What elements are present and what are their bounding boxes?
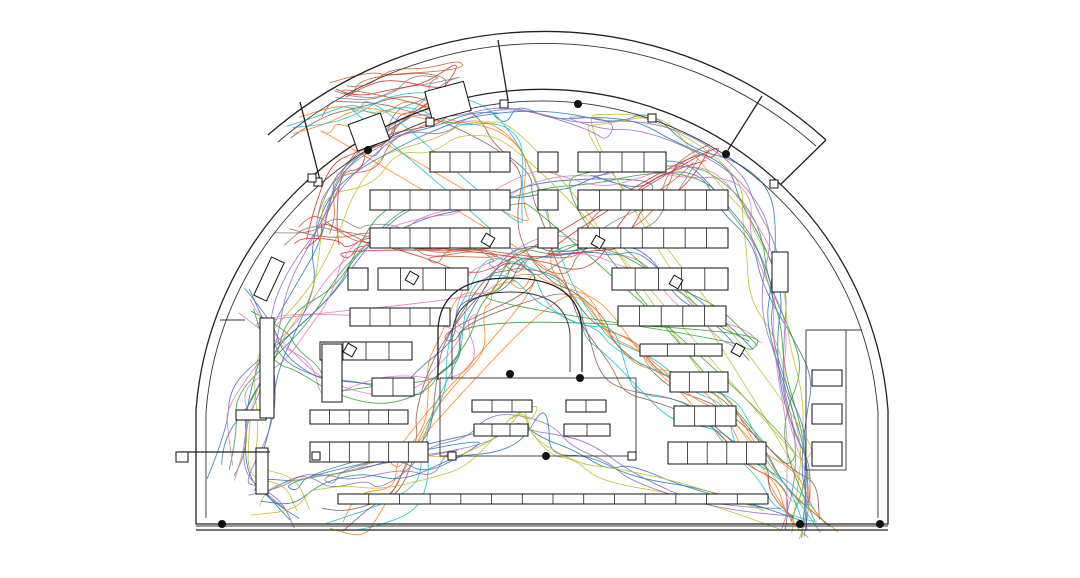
- sensor-marker: [404, 270, 420, 286]
- movement-trajectory: [326, 258, 805, 527]
- movement-trajectory: [306, 64, 457, 240]
- wall-mount: [311, 451, 321, 461]
- shelf-unit: [667, 441, 767, 465]
- movement-trajectory: [247, 117, 813, 540]
- wall-mount: [425, 117, 435, 127]
- shelf-unit: [349, 307, 451, 327]
- structural-column: [722, 150, 730, 158]
- fixtures-layer: [175, 80, 847, 505]
- wall-mount: [627, 451, 637, 461]
- shelf-unit: [537, 189, 559, 211]
- shelf-unit: [611, 267, 729, 291]
- shelf-unit: [577, 227, 729, 249]
- inner-wall: [205, 100, 879, 518]
- sensor-marker: [342, 342, 358, 358]
- structural-column: [506, 370, 514, 378]
- movement-trajectory: [250, 406, 765, 516]
- entrance-barrier: [255, 447, 269, 495]
- movement-trajectory: [336, 80, 461, 246]
- shelf-unit: [537, 227, 559, 249]
- movement-trajectory: [329, 273, 795, 536]
- movement-trajectory: [294, 160, 707, 270]
- shelf-unit: [369, 227, 511, 249]
- display-table: [347, 112, 391, 152]
- movement-trajectory: [243, 109, 808, 529]
- movement-trajectory: [317, 75, 439, 218]
- upper-arc-wall-outer: [267, 30, 827, 141]
- sensor-marker: [590, 234, 606, 250]
- room-divider-right-2: [779, 139, 827, 186]
- shelf-unit: [347, 267, 369, 291]
- movement-trajectory: [342, 274, 809, 538]
- wall-mount: [499, 99, 509, 109]
- center-island-outline: [439, 377, 637, 457]
- wall-mount: [769, 179, 779, 189]
- shelf-unit: [309, 409, 409, 425]
- structural-column: [574, 100, 582, 108]
- wall-mount: [447, 451, 457, 461]
- movement-trajectory: [234, 166, 788, 517]
- shelf-unit: [473, 423, 529, 437]
- shelf-unit: [369, 189, 511, 211]
- movement-trajectory: [254, 113, 807, 534]
- movement-trajectory: [324, 61, 463, 219]
- structural-column: [576, 374, 584, 382]
- entrance-gate: [175, 451, 189, 463]
- display-table: [424, 80, 472, 122]
- wall-shelf-left: [259, 317, 275, 419]
- wall-mount: [307, 173, 317, 183]
- display-stand: [321, 343, 343, 403]
- movement-trajectory: [221, 160, 808, 530]
- room-divider-left: [299, 101, 321, 181]
- sensor-marker: [668, 274, 684, 290]
- structural-column: [364, 146, 372, 154]
- shelf-unit: [673, 405, 737, 427]
- movement-trajectory: [288, 162, 694, 264]
- shelf-unit: [471, 399, 533, 413]
- wall-shelf-right: [771, 251, 789, 293]
- side-room-right: [805, 329, 847, 471]
- sensor-marker: [730, 342, 746, 358]
- movement-trajectory: [283, 152, 701, 276]
- movement-trajectory: [260, 412, 803, 522]
- outer-wall: [195, 88, 889, 525]
- structural-column: [796, 520, 804, 528]
- building-outline: [195, 30, 889, 531]
- structural-column: [218, 520, 226, 528]
- upper-arc-wall-inner: [277, 42, 817, 147]
- trajectory-layer: [206, 61, 839, 540]
- shelf-unit: [617, 305, 727, 327]
- room-divider-right: [727, 95, 763, 151]
- shelf-unit: [537, 151, 559, 173]
- movement-trajectory: [316, 76, 460, 240]
- wall-mount: [647, 113, 657, 123]
- central-horseshoe-display: [437, 277, 583, 380]
- structural-column: [542, 452, 550, 460]
- shelf-unit: [577, 189, 729, 211]
- movement-trajectory: [259, 410, 781, 530]
- central-horseshoe-inner: [451, 291, 571, 380]
- shelf-unit: [811, 403, 843, 425]
- shelf-unit: [639, 343, 723, 357]
- movement-trajectory: [226, 163, 810, 516]
- structural-column: [876, 520, 884, 528]
- sensor-marker: [480, 232, 496, 248]
- wall-shelf-left-upper: [253, 256, 285, 302]
- shelf-unit: [669, 371, 729, 393]
- movement-trajectory: [273, 158, 699, 252]
- room-divider-mid: [497, 39, 509, 101]
- shelf-unit: [811, 369, 843, 387]
- columns-layer: [218, 100, 884, 528]
- shelf-unit: [811, 441, 843, 467]
